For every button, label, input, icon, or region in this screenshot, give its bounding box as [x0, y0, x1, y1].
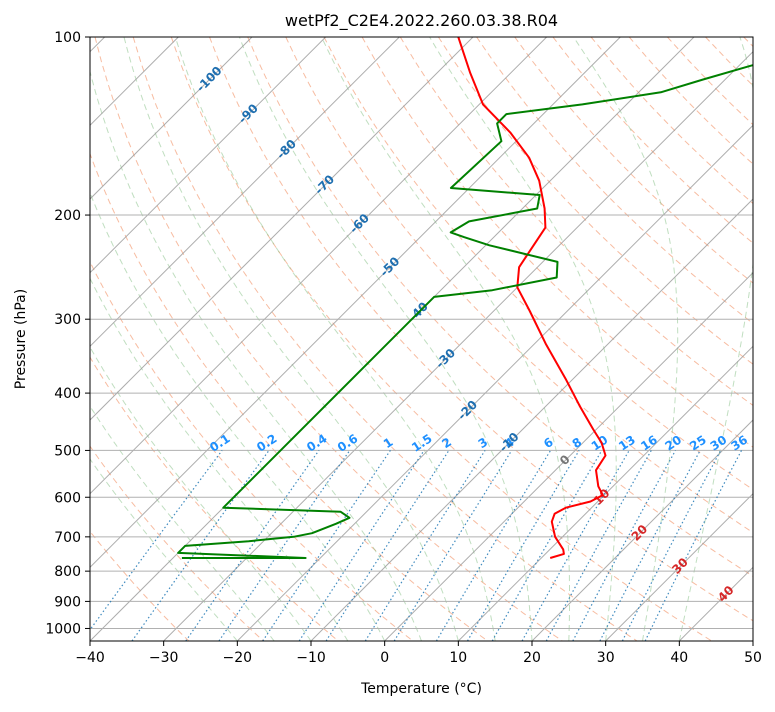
- chart-title: wetPf2_C2E4.2022.260.03.38.R04: [285, 11, 558, 31]
- x-tick-label: 0: [380, 650, 389, 666]
- y-tick-label: 900: [54, 594, 81, 610]
- x-tick-label: 20: [523, 650, 541, 666]
- x-axis-label: Temperature (°C): [360, 681, 482, 697]
- y-tick-label: 100: [54, 30, 81, 46]
- x-tick-label: −30: [149, 650, 179, 666]
- x-tick-label: 50: [744, 650, 762, 666]
- y-tick-label: 400: [54, 386, 81, 402]
- x-tick-label: −40: [75, 650, 105, 666]
- y-tick-label: 300: [54, 312, 81, 328]
- x-tick-label: 40: [670, 650, 688, 666]
- x-tick-label: −20: [223, 650, 253, 666]
- y-axis-label: Pressure (hPa): [13, 289, 29, 389]
- y-tick-label: 1000: [45, 622, 81, 638]
- y-tick-label: 200: [54, 208, 81, 224]
- y-tick-label: 800: [54, 564, 81, 580]
- x-tick-label: 10: [449, 650, 467, 666]
- y-tick-label: 700: [54, 530, 81, 546]
- x-tick-label: −10: [296, 650, 326, 666]
- x-tick-label: 30: [597, 650, 615, 666]
- y-tick-label: 600: [54, 490, 81, 506]
- y-tick-label: 500: [54, 443, 81, 459]
